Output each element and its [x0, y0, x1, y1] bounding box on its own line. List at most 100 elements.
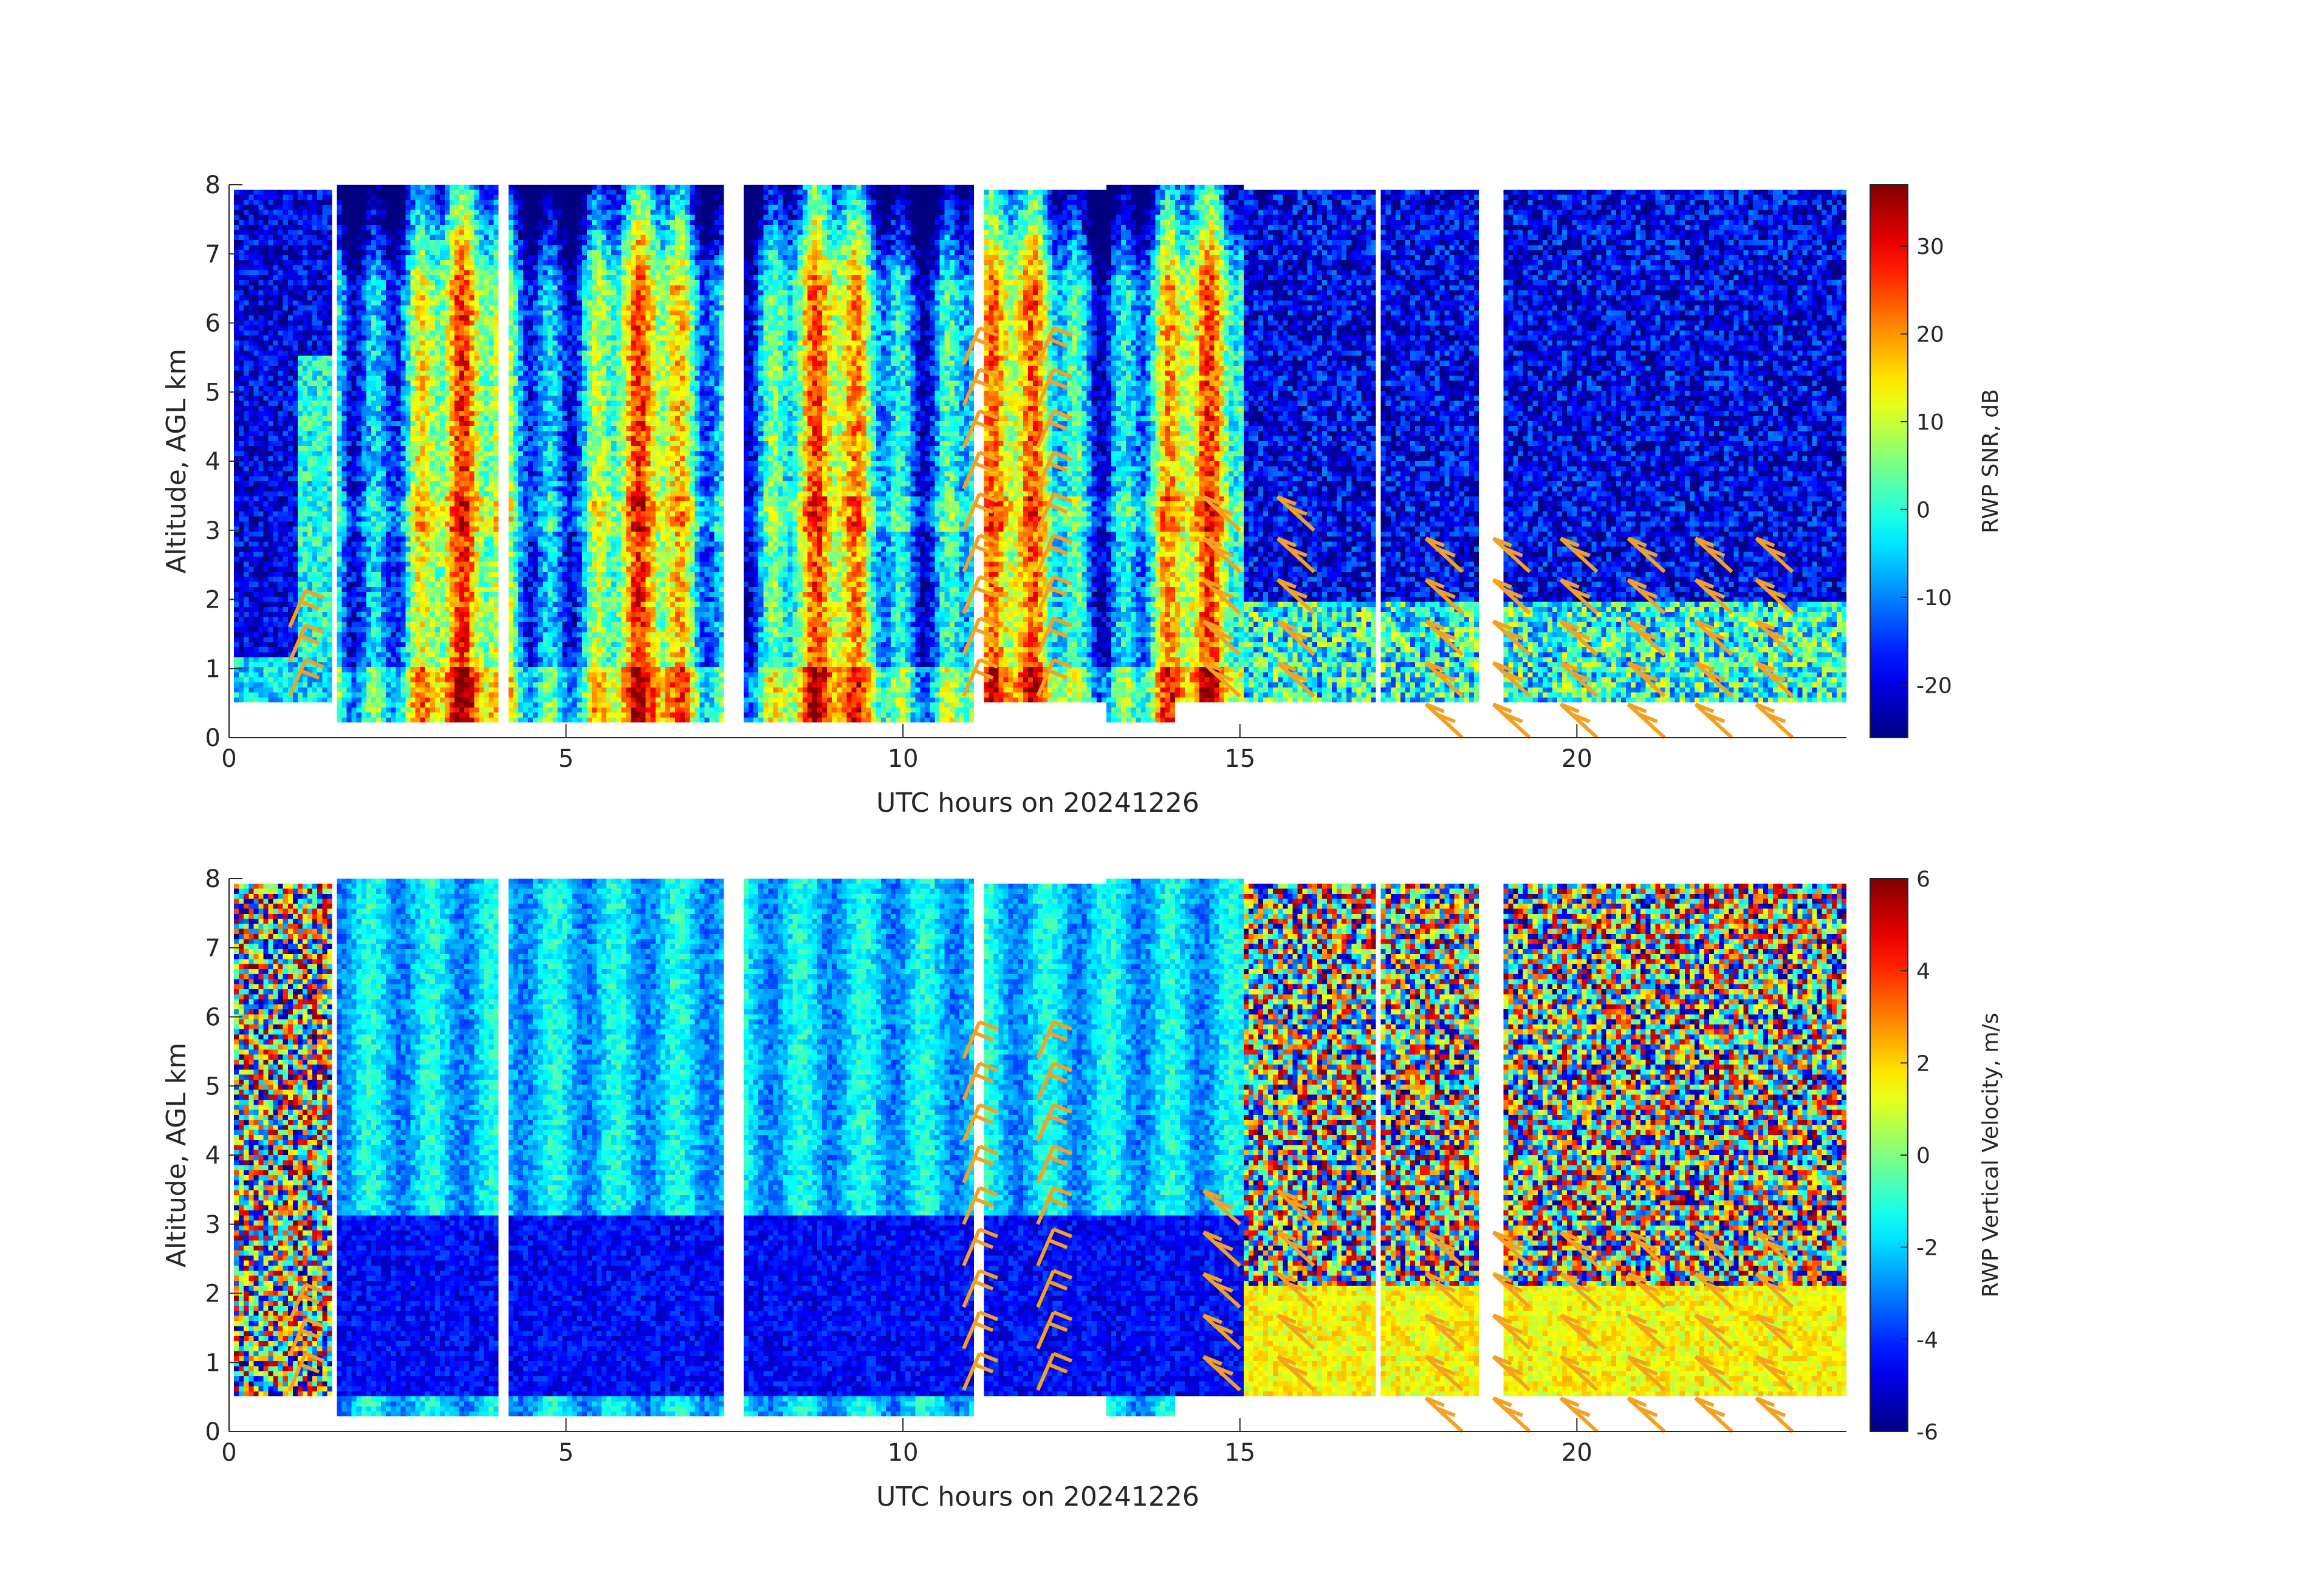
x-tick-label: 20 — [1561, 745, 1592, 773]
wind-barb — [1694, 1354, 1733, 1391]
velocity-heatmap — [229, 879, 1846, 1432]
wind-barb — [1755, 1354, 1794, 1391]
wind-barb — [1492, 619, 1531, 656]
wind-barb — [1559, 1354, 1599, 1391]
wind-barb — [1202, 1272, 1241, 1309]
velocity-wind-barbs — [288, 1020, 1794, 1433]
wind-barb — [1036, 616, 1073, 656]
wind-barb — [1036, 1269, 1073, 1308]
wind-barb — [1626, 619, 1666, 656]
velocity-colorbar: -6 -4 -2 0 2 4 6 — [1870, 867, 1938, 1445]
y-tick-label: 4 — [205, 448, 221, 476]
y-tick-label: 6 — [205, 1004, 221, 1032]
wind-barb — [1036, 450, 1073, 490]
wind-barb — [962, 1310, 999, 1350]
wind-barb — [1626, 1272, 1666, 1309]
wind-barb — [1492, 1396, 1531, 1433]
wind-barb — [1755, 1272, 1794, 1309]
wind-barb — [1036, 326, 1073, 365]
wind-barb — [1626, 1354, 1666, 1391]
colorbar-tick-label: 0 — [1916, 1144, 1930, 1168]
snr-heatmap — [229, 185, 1846, 738]
wind-barb — [288, 657, 324, 697]
wind-barb — [1036, 1351, 1073, 1391]
y-tick-label: 3 — [205, 1211, 221, 1239]
colorbar-tick-label: -6 — [1916, 1420, 1938, 1445]
snr-x-axis-label: UTC hours on 20241226 — [876, 787, 1199, 818]
wind-barb — [1626, 578, 1666, 615]
colorbar-tick-label: -4 — [1916, 1328, 1938, 1353]
wind-barb — [1202, 495, 1241, 532]
wind-barb — [1559, 1230, 1599, 1267]
colorbar-tick-label: 30 — [1916, 235, 1944, 259]
wind-barb — [288, 1351, 324, 1391]
wind-barb — [1755, 578, 1794, 615]
colorbar-tick-label: 20 — [1916, 323, 1944, 348]
velocity-axes: 0 5 10 15 20 0 1 2 3 4 5 6 7 8 — [205, 865, 1846, 1467]
wind-barb — [962, 1351, 999, 1391]
wind-barb — [1036, 1185, 1073, 1225]
wind-barb — [1276, 1230, 1315, 1267]
wind-barb — [1424, 578, 1464, 615]
wind-barb — [1626, 1313, 1666, 1350]
wind-barb — [288, 1283, 324, 1322]
wind-barb — [1036, 368, 1073, 407]
wind-barb — [1276, 1313, 1315, 1350]
wind-barb — [1036, 657, 1073, 697]
wind-barb — [1036, 1103, 1073, 1142]
wind-barb — [288, 589, 324, 628]
wind-barb — [962, 1269, 999, 1308]
wind-barb — [1559, 1313, 1599, 1350]
wind-barb — [1276, 1189, 1315, 1226]
x-tick-label: 15 — [1224, 1439, 1255, 1467]
wind-barb — [1755, 1230, 1794, 1267]
wind-barb — [1559, 660, 1599, 698]
x-tick-label: 5 — [558, 745, 574, 773]
wind-barb — [1276, 578, 1315, 615]
wind-barb — [1492, 1313, 1531, 1350]
wind-barb — [1276, 660, 1315, 698]
y-tick-label: 0 — [205, 1418, 221, 1446]
wind-barb — [1694, 660, 1733, 698]
y-tick-label: 7 — [205, 935, 221, 962]
colorbar-tick-label: -10 — [1916, 586, 1952, 611]
x-tick-label: 10 — [888, 745, 919, 773]
wind-barb — [1424, 1313, 1464, 1350]
wind-barb — [962, 1144, 999, 1184]
y-tick-label: 7 — [205, 241, 221, 269]
wind-barb — [1276, 1354, 1315, 1391]
wind-barb — [1694, 702, 1733, 739]
wind-barb — [1755, 619, 1794, 656]
snr-y-axis-label: Altitude, AGL km — [161, 349, 192, 574]
wind-barb — [1276, 537, 1315, 574]
wind-barb — [1276, 495, 1315, 532]
wind-barb — [1036, 492, 1073, 531]
y-tick-label: 8 — [205, 171, 221, 199]
wind-barb — [1202, 1313, 1241, 1350]
wind-barb — [962, 409, 999, 448]
wind-barb — [1559, 537, 1599, 574]
wind-barb — [1424, 1230, 1464, 1267]
wind-barb — [1694, 1272, 1733, 1309]
wind-barb — [1424, 1354, 1464, 1391]
y-tick-label: 2 — [205, 586, 221, 614]
wind-barb — [962, 657, 999, 697]
wind-barb — [1036, 1020, 1073, 1059]
wind-barb — [1492, 578, 1531, 615]
wind-barb — [1755, 1313, 1794, 1350]
wind-barb — [1492, 660, 1531, 698]
wind-barb — [1755, 1396, 1794, 1433]
wind-barb — [1036, 1227, 1073, 1267]
wind-barb — [1202, 660, 1241, 698]
y-tick-label: 4 — [205, 1142, 221, 1170]
wind-barb — [962, 1103, 999, 1142]
y-tick-label: 5 — [205, 379, 221, 406]
velocity-y-axis-label: Altitude, AGL km — [161, 1043, 192, 1267]
snr-wind-barbs — [288, 326, 1794, 739]
wind-barb — [962, 1020, 999, 1059]
x-tick-label: 0 — [221, 745, 236, 773]
wind-barb — [1424, 660, 1464, 698]
wind-barb — [1036, 1144, 1073, 1184]
